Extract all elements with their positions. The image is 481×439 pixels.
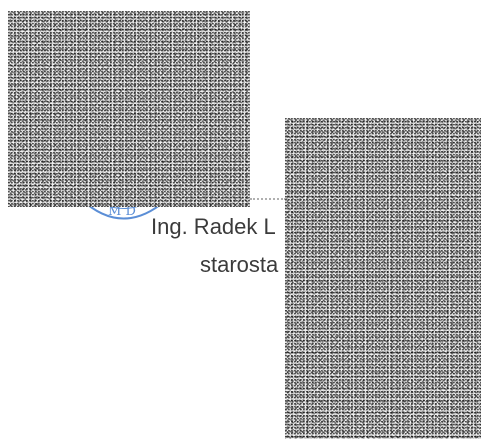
redaction-noise-block-right <box>285 118 481 439</box>
redaction-noise-block-top-left <box>8 11 250 207</box>
signer-role: starosta <box>200 252 279 277</box>
signer-name: Ing. Radek L <box>151 214 276 239</box>
signature-dotted-line <box>250 198 286 200</box>
svg-text:M D: M D <box>108 204 136 219</box>
